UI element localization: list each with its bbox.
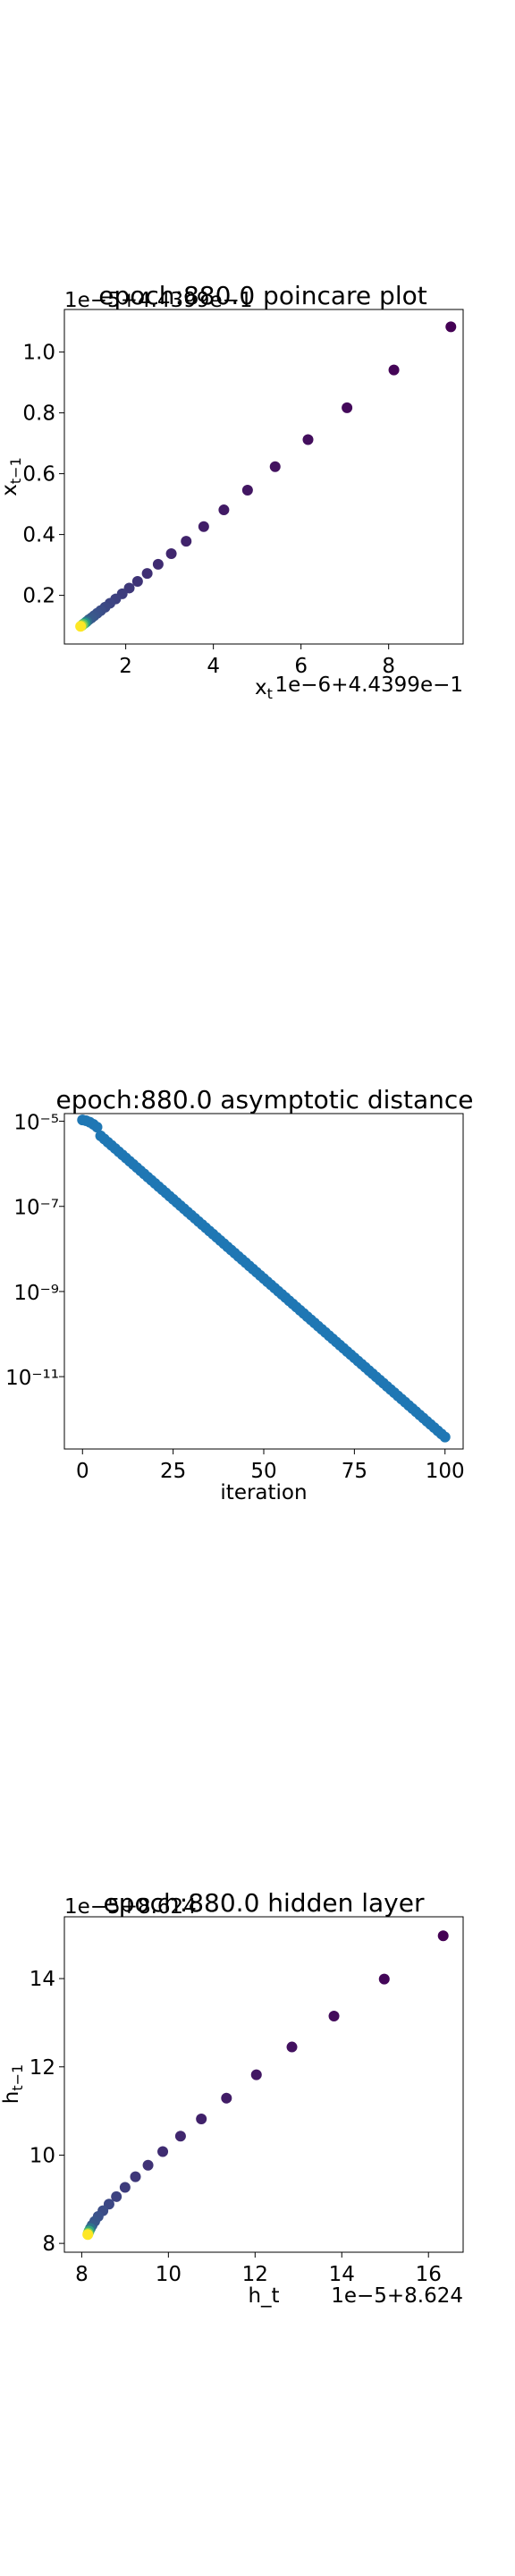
asymptotic-x-axis-label: iteration <box>220 1481 307 1504</box>
hidden-title: epoch:880.0 hidden layer <box>104 1888 425 1918</box>
data-point <box>152 558 164 570</box>
x-tick-label: 0 <box>76 1460 89 1483</box>
data-point <box>445 321 457 333</box>
x-tick-label: 8 <box>382 655 395 678</box>
data-point <box>221 2092 232 2104</box>
poincare-x-offset-label: 1e−6+4.4399e−1 <box>275 674 464 697</box>
data-point <box>165 548 177 560</box>
hidden-plot-frame <box>63 1916 464 2253</box>
x-tick-label: 14 <box>329 2263 355 2286</box>
x-tick-label: 75 <box>342 1460 367 1483</box>
x-tick-label: 50 <box>250 1460 276 1483</box>
data-point <box>75 621 87 632</box>
x-tick-label: 6 <box>294 655 308 678</box>
x-tick-label: 4 <box>207 655 220 678</box>
y-tick-label: 10⁻⁵ <box>13 1112 59 1135</box>
hidden-x-axis-label: h_t <box>248 2284 279 2308</box>
y-tick-label: 0.2 <box>22 585 55 608</box>
poincare-points <box>75 321 457 632</box>
data-point <box>181 536 192 547</box>
x-tick-label: 100 <box>426 1460 465 1483</box>
y-tick-label: 10⁻⁷ <box>13 1197 59 1220</box>
y-tick-label: 10 <box>30 2144 55 2167</box>
y-tick-label: 0.8 <box>22 402 55 426</box>
poincare-y-offset-label: 1e−5+4.4399e−1 <box>64 289 253 312</box>
data-point <box>198 521 209 532</box>
x-tick-label: 10 <box>156 2263 182 2286</box>
data-point <box>142 2159 154 2171</box>
data-point <box>119 2182 131 2193</box>
hidden-x-offset-label: 1e−5+8.624 <box>331 2284 463 2308</box>
y-tick-label: 1.0 <box>22 342 55 365</box>
asymptotic-chart: epoch:880.0 asymptotic distance 0 25 50 75 1… <box>5 1085 473 1504</box>
poincare-ticks: 2 4 6 8 0.2 0.4 0.6 0.8 1.0 <box>22 342 395 678</box>
poincare-x-axis-label: xt <box>255 676 273 702</box>
data-point <box>131 575 143 587</box>
data-point <box>439 1431 451 1443</box>
hidden-y-axis-label: ht−1 <box>0 2064 26 2104</box>
y-tick-label: 0.4 <box>22 524 55 547</box>
data-point <box>82 2229 94 2241</box>
poincare-y-axis-label: xt−1 <box>0 457 24 496</box>
x-tick-label: 2 <box>119 655 132 678</box>
y-tick-label: 14 <box>30 1968 55 1991</box>
hidden-points <box>82 1930 449 2241</box>
data-point <box>388 364 400 376</box>
data-point <box>196 2113 207 2124</box>
data-point <box>91 1122 103 1133</box>
poincare-title: epoch:880.0 poincare plot <box>98 281 426 310</box>
data-point <box>141 568 153 580</box>
data-point <box>342 402 353 413</box>
data-point <box>218 504 230 516</box>
asymptotic-ticks: 0 25 50 75 100 10⁻⁵ 10⁻⁷ 10⁻⁹ 10⁻¹¹ <box>5 1112 465 1483</box>
data-point <box>157 2146 169 2157</box>
data-point <box>174 2131 186 2142</box>
y-tick-label: 0.6 <box>22 463 55 487</box>
poincare-chart: 1e−5+4.4399e−1 epoch:880.0 poincare plot… <box>0 281 464 702</box>
data-point <box>241 484 253 496</box>
x-tick-label: 12 <box>242 2263 268 2286</box>
data-point <box>437 1930 449 1942</box>
asymptotic-title: epoch:880.0 asymptotic distance <box>56 1085 474 1114</box>
hidden-ticks: 8 10 12 14 16 8 10 12 14 <box>30 1968 442 2286</box>
x-tick-label: 8 <box>75 2263 89 2286</box>
data-point <box>269 461 281 472</box>
poincare-plot-frame <box>63 309 464 645</box>
data-point <box>286 2041 298 2053</box>
data-point <box>328 2011 340 2022</box>
x-tick-label: 16 <box>416 2263 442 2286</box>
hidden-layer-chart: 1e−5+8.624 epoch:880.0 hidden layer 8 10 1… <box>0 1888 464 2308</box>
x-tick-label: 25 <box>160 1460 186 1483</box>
y-tick-label: 10⁻⁹ <box>13 1282 59 1305</box>
y-tick-label: 12 <box>30 2056 55 2080</box>
hidden-y-offset-label: 1e−5+8.624 <box>64 1895 197 1919</box>
data-point <box>250 2069 262 2080</box>
data-point <box>130 2171 141 2182</box>
y-tick-label: 8 <box>42 2233 55 2256</box>
y-tick-label: 10⁻¹¹ <box>5 1367 59 1390</box>
asymptotic-points <box>77 1114 451 1443</box>
data-point <box>302 434 314 445</box>
data-point <box>111 2190 122 2202</box>
data-point <box>378 1973 390 1985</box>
